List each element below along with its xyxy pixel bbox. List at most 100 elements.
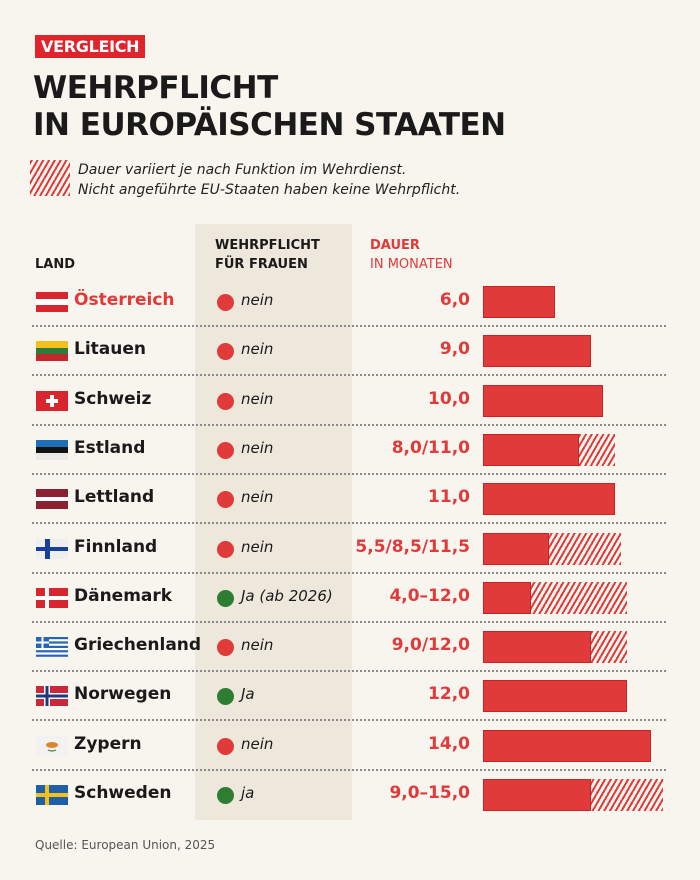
header-duration-line-1: DAUER (370, 238, 420, 253)
no-dot-icon (217, 737, 234, 755)
duration-bar (483, 779, 591, 811)
country-name: Estland (74, 437, 146, 458)
duration-bar (483, 532, 549, 565)
table-row: Litauen nein 9,0 (30, 327, 666, 377)
duration-label: 9,0–15,0 (389, 783, 470, 803)
duration-label: 9,0 (439, 339, 470, 360)
no-dot-icon (217, 392, 234, 410)
cyprus-flag-icon (36, 735, 68, 756)
header-duration-line-2: IN MONATEN (370, 257, 453, 272)
table-row: Finnland nein 5,5/8,5/11,5 (30, 525, 666, 574)
women-conscription-value: nein (241, 438, 274, 457)
duration-label: 9,0/12,0 (391, 635, 470, 656)
duration-range-bar (579, 433, 615, 466)
norway-flag-icon (36, 686, 68, 707)
table-row: Zypern nein 14,0 (30, 722, 666, 771)
women-conscription-value: nein (241, 291, 274, 309)
page-title: WEHRPFLICHT IN EUROPÄISCHEN STAATEN (33, 70, 506, 144)
duration-bar (483, 680, 627, 713)
legend: Dauer variiert je nach Funktion im Wehrd… (30, 160, 460, 200)
duration-bar (483, 581, 531, 614)
country-name: Schweiz (74, 388, 152, 409)
latvia-flag-icon (36, 489, 68, 510)
estonia-flag-icon (36, 439, 68, 460)
title-line-2: IN EUROPÄISCHEN STAATEN (33, 107, 506, 143)
header-duration: DAUER IN MONATEN (370, 236, 453, 274)
row-divider (32, 472, 666, 475)
duration-label: 12,0 (428, 684, 470, 705)
duration-bar (483, 729, 651, 762)
row-divider (32, 423, 666, 426)
table-row: Dänemark Ja (ab 2026) 4,0–12,0 (30, 574, 666, 623)
women-conscription-value: Ja (ab 2026) (241, 586, 333, 605)
duration-bar (483, 286, 555, 318)
country-name: Finnland (74, 536, 158, 557)
duration-label: 5,5/8,5/11,5 (355, 536, 470, 557)
sweden-flag-icon (36, 785, 68, 805)
table-row: Lettland nein 11,0 (30, 475, 666, 525)
greece-flag-icon (36, 637, 68, 658)
women-conscription-value: nein (241, 488, 274, 507)
women-conscription-value: nein (241, 340, 274, 359)
duration-label: 8,0/11,0 (391, 437, 470, 458)
no-dot-icon (217, 639, 234, 657)
legend-line-1: Dauer variiert je nach Funktion im Wehrd… (78, 162, 407, 178)
header-land: LAND (35, 257, 76, 272)
no-dot-icon (217, 343, 234, 361)
row-divider (32, 571, 666, 574)
no-dot-icon (217, 491, 234, 509)
header-women-line-2: FÜR FRAUEN (215, 257, 308, 272)
switzerland-flag-icon (36, 390, 68, 411)
table-row: Österreich nein 6,0 (30, 278, 666, 327)
duration-label: 10,0 (428, 388, 470, 409)
duration-range-bar (591, 631, 627, 664)
women-conscription-value: ja (241, 784, 255, 802)
title-line-1: WEHRPFLICHT (33, 70, 278, 106)
yes-dot-icon (217, 787, 234, 804)
table-row: Norwegen Ja 12,0 (30, 672, 666, 722)
no-dot-icon (217, 294, 234, 311)
duration-range-bar (531, 581, 627, 614)
row-divider (32, 768, 666, 771)
duration-range-bar (591, 779, 663, 811)
duration-bar (483, 433, 579, 466)
duration-range-bar (549, 532, 621, 565)
duration-label: 6,0 (439, 290, 470, 310)
country-name: Griechenland (74, 635, 202, 656)
kicker-badge: VERGLEICH (35, 35, 146, 58)
duration-label: 4,0–12,0 (389, 585, 470, 606)
yes-dot-icon (217, 688, 234, 706)
country-name: Lettland (74, 487, 155, 508)
table-row: Estland nein 8,0/11,0 (30, 426, 666, 475)
legend-line-2: Nicht angeführte EU-Staaten haben keine … (78, 182, 461, 198)
country-name: Zypern (74, 733, 142, 754)
table-row: Schweiz nein 10,0 (30, 377, 666, 426)
table-row: Griechenland nein 9,0/12,0 (30, 623, 666, 673)
women-conscription-value: nein (241, 734, 274, 753)
header-women-line-1: WEHRPFLICHT (215, 238, 320, 253)
women-conscription-value: nein (241, 636, 274, 655)
row-divider (32, 719, 666, 722)
no-dot-icon (217, 441, 234, 459)
row-divider (32, 620, 666, 623)
row-divider (32, 374, 666, 377)
header-women: WEHRPFLICHT FÜR FRAUEN (215, 236, 320, 274)
duration-bar (483, 335, 591, 368)
table-row: Schweden ja 9,0–15,0 (30, 771, 666, 820)
women-conscription-value: Ja (241, 685, 255, 704)
source-note: Quelle: European Union, 2025 (35, 838, 216, 852)
row-divider (32, 325, 666, 327)
duration-label: 11,0 (428, 487, 470, 508)
row-divider (32, 522, 666, 525)
country-name: Österreich (74, 290, 175, 310)
finland-flag-icon (36, 538, 68, 559)
austria-flag-icon (36, 292, 68, 312)
duration-bar (483, 384, 603, 417)
country-name: Norwegen (74, 684, 172, 705)
country-name: Litauen (74, 339, 146, 360)
duration-bar (483, 631, 591, 664)
women-conscription-value: nein (241, 389, 274, 408)
duration-label: 14,0 (428, 733, 470, 754)
row-divider (32, 670, 666, 673)
no-dot-icon (217, 540, 234, 558)
